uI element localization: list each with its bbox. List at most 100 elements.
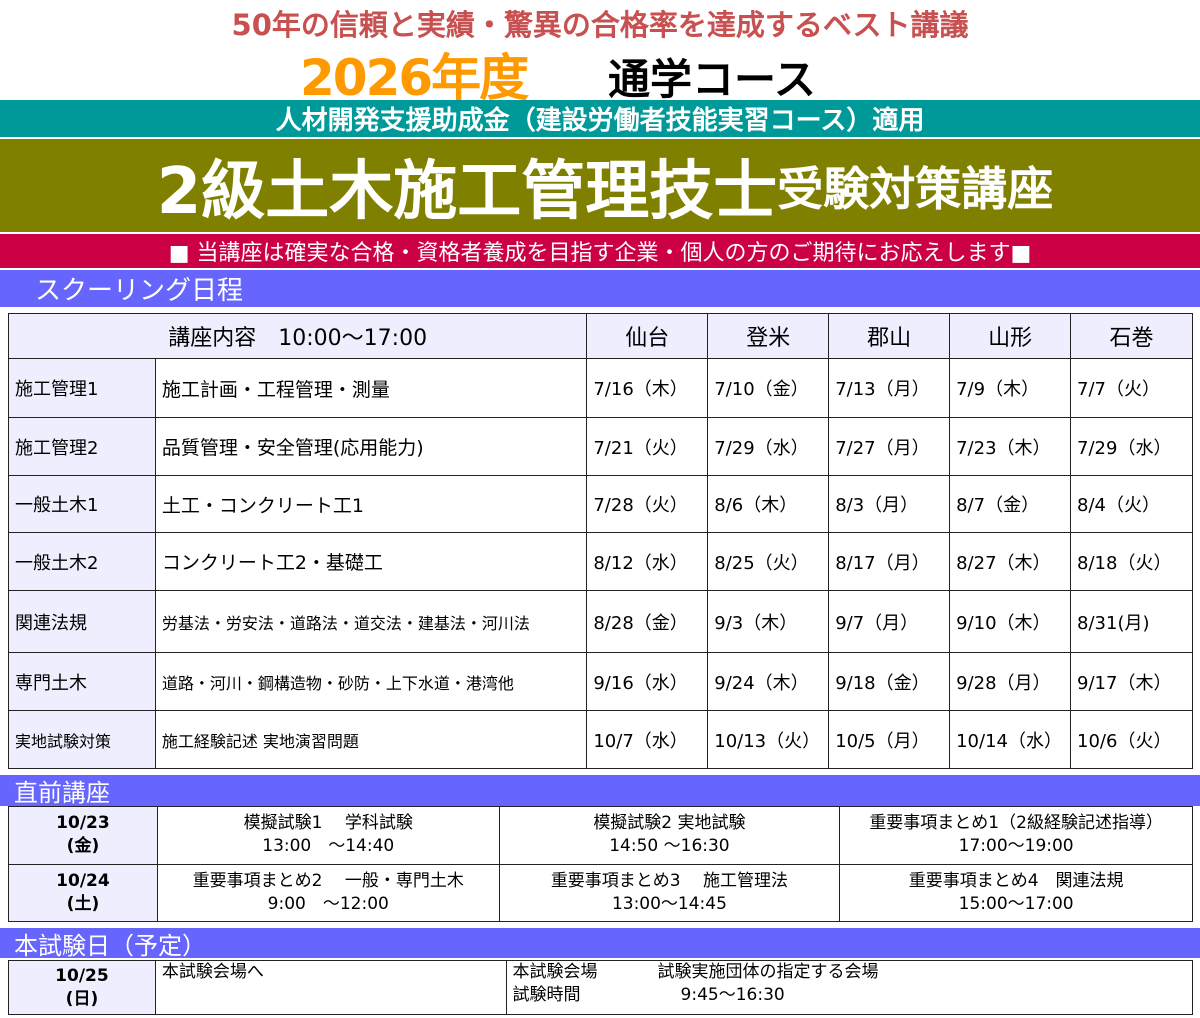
subject: 実地試験対策 <box>8 710 156 769</box>
section-schooling: スクーリング日程 <box>0 270 1200 307</box>
title-main: 2級土木施工管理技士 <box>156 154 778 229</box>
city-header: 仙台 <box>586 313 709 359</box>
content: 道路・河川・鋼構造物・砂防・上下水道・港湾他 <box>154 652 588 711</box>
year-label: 2026年度 <box>300 49 529 107</box>
title-sub: 受験対策講座 <box>777 161 1054 216</box>
session-title: 重要事項まとめ3 施工管理法 <box>550 870 789 891</box>
table-row: 関連法規 労基法・労安法・道路法・道交法・建基法・河川法 8/28（金） 9/3（木）… <box>8 590 1193 653</box>
exam-row: 10/25 (日) 本試験会場へ 本試験会場 試験実施団体の指定する会場 試験時間 9… <box>8 960 1194 1015</box>
date-cell: 8/3（月） <box>828 475 951 533</box>
exam-time: 9:45～16:30 <box>680 985 785 1005</box>
date-cell: 7/7（火） <box>1070 358 1193 418</box>
content: 労基法・労安法・道路法・道交法・建基法・河川法 <box>154 590 588 653</box>
exam-note: 本試験会場へ <box>154 960 507 1015</box>
date-cell: 7/16（木） <box>586 358 709 418</box>
date-cell: 8/4（火） <box>1070 475 1193 533</box>
table-header: 講座内容 10:00～17:00 仙台 登米 郡山 山形 石巻 <box>7 313 1193 359</box>
venue-label: 本試験会場 <box>512 962 598 982</box>
day: (日) <box>65 988 99 1009</box>
content: 施工計画・工程管理・測量 <box>154 358 588 418</box>
session-title: 重要事項まとめ2 一般・専門土木 <box>192 870 464 891</box>
title-banner: 2級土木施工管理技士 受験対策講座 <box>0 139 1200 232</box>
date-cell: 7/10（金） <box>707 358 830 418</box>
pre-date: 10/23 (金) <box>8 806 158 865</box>
table-row: 専門土木 道路・河川・鋼構造物・砂防・上下水道・港湾他 9/16（水） 9/24（木）… <box>8 652 1193 711</box>
date-cell: 8/18（火） <box>1070 532 1193 591</box>
table-row: 実地試験対策 施工経験記述 実地演習問題 10/7（水） 10/13（火） 10/5（月… <box>8 710 1193 769</box>
date-cell: 8/25（火） <box>707 532 830 591</box>
session-time: 17:00～19:00 <box>958 836 1074 857</box>
session-title: 模擬試験2 実地試験 <box>593 813 746 834</box>
exam-date: 10/25 (日) <box>8 960 156 1015</box>
venue: 試験実施団体の指定する会場 <box>657 962 879 982</box>
subject: 一般土木1 <box>8 475 156 533</box>
date-cell: 8/6（木） <box>707 475 830 533</box>
date-cell: 9/18（金） <box>828 652 951 711</box>
table-row: 一般土木2 コンクリート工2・基礎工 8/12（水） 8/25（火） 8/17（月） 8/… <box>8 532 1193 591</box>
date-cell: 7/29（水） <box>707 417 830 476</box>
date: 10/24 <box>56 870 110 891</box>
subsidy-banner: 人材開発支援助成金（建設労働者技能実習コース）適用 <box>0 100 1200 137</box>
city-header: 登米 <box>707 313 830 359</box>
header-label: 講座内容 10:00～17:00 <box>7 313 588 359</box>
date-cell: 7/21（火） <box>586 417 709 476</box>
time-label: 試験時間 <box>512 985 581 1005</box>
exam-details: 本試験会場 試験実施団体の指定する会場 試験時間 9:45～16:30 <box>505 960 1194 1015</box>
session: 模擬試験1 学科試験 13:00 ～14:40 <box>156 806 500 865</box>
date: 10/25 <box>55 965 109 986</box>
section-pre-lectures: 直前講座 <box>0 775 1200 807</box>
message-banner: ■ 当講座は確実な合格・資格者養成を目指す企業・個人の方のご期待にお応えします■ <box>0 234 1200 268</box>
city-header: 郡山 <box>828 313 951 359</box>
subject: 一般土木2 <box>8 532 156 591</box>
content: 土工・コンクリート工1 <box>154 475 588 533</box>
date-cell: 9/10（木） <box>949 590 1072 653</box>
table-row: 施工管理2 品質管理・安全管理(応用能力) 7/21（火） 7/29（水） 7/27（月… <box>8 417 1193 476</box>
pre-lecture-row: 10/24 (土) 重要事項まとめ2 一般・専門土木 9:00 ～12:00 重要事項ま… <box>8 863 1193 922</box>
session-time: 14:50 ～16:30 <box>609 836 730 857</box>
date-cell: 9/16（水） <box>586 652 709 711</box>
subject: 専門土木 <box>8 652 156 711</box>
subject: 関連法規 <box>8 590 156 653</box>
session: 重要事項まとめ4 関連法規 15:00～17:00 <box>839 863 1193 922</box>
tagline: 50年の信頼と実績・驚異の合格率を達成するベスト講議 <box>231 8 969 42</box>
date-cell: 7/23（木） <box>949 417 1072 476</box>
content: 施工経験記述 実地演習問題 <box>154 710 588 769</box>
pre-lecture-table: 10/23 (金) 模擬試験1 学科試験 13:00 ～14:40 模擬試験2 実地試験… <box>8 806 1193 922</box>
date-cell: 10/6（火） <box>1070 710 1193 769</box>
session: 重要事項まとめ1（2級経験記述指導） 17:00～19:00 <box>839 806 1193 865</box>
session-time: 13:00 ～14:40 <box>262 836 395 857</box>
date-cell: 10/7（水） <box>586 710 709 769</box>
day: (土) <box>66 893 100 914</box>
date-cell: 7/29（水） <box>1070 417 1193 476</box>
date-cell: 8/31(月) <box>1070 590 1193 653</box>
session-time: 15:00～17:00 <box>958 893 1074 914</box>
session-time: 13:00～14:45 <box>611 893 727 914</box>
session-title: 重要事項まとめ4 関連法規 <box>908 870 1124 891</box>
course-label: 通学コース <box>608 55 816 104</box>
date: 10/23 <box>56 813 110 834</box>
subject: 施工管理1 <box>8 358 156 418</box>
session: 重要事項まとめ3 施工管理法 13:00～14:45 <box>498 863 841 922</box>
content: コンクリート工2・基礎工 <box>154 532 588 591</box>
date-cell: 9/28（月） <box>949 652 1072 711</box>
date-cell: 9/3（木） <box>707 590 830 653</box>
exam-table: 10/25 (日) 本試験会場へ 本試験会場 試験実施団体の指定する会場 試験時間 9… <box>8 960 1194 1015</box>
date-cell: 8/17（月） <box>828 532 951 591</box>
date-cell: 7/28（火） <box>586 475 709 533</box>
date-cell: 10/5（月） <box>828 710 951 769</box>
session-title: 模擬試験1 学科試験 <box>243 813 413 834</box>
content: 品質管理・安全管理(応用能力) <box>154 417 588 476</box>
date-cell: 8/27（木） <box>949 532 1072 591</box>
table-row: 施工管理1 施工計画・工程管理・測量 7/16（木） 7/10（金） 7/13（月） 7/… <box>8 358 1193 418</box>
city-header: 石巻 <box>1070 313 1193 359</box>
date-cell: 8/7（金） <box>949 475 1072 533</box>
subject: 施工管理2 <box>8 417 156 476</box>
date-cell: 7/13（月） <box>828 358 951 418</box>
date-cell: 10/13（火） <box>707 710 830 769</box>
session: 重要事項まとめ2 一般・専門土木 9:00 ～12:00 <box>156 863 500 922</box>
date-cell: 7/9（木） <box>949 358 1072 418</box>
schooling-table: 講座内容 10:00～17:00 仙台 登米 郡山 山形 石巻 施工管理1 施工計… <box>7 313 1193 769</box>
day: (金) <box>66 836 100 857</box>
table-row: 一般土木1 土工・コンクリート工1 7/28（火） 8/6（木） 8/3（月） 8/7（金… <box>8 475 1193 533</box>
pre-lecture-row: 10/23 (金) 模擬試験1 学科試験 13:00 ～14:40 模擬試験2 実地試験… <box>8 806 1193 865</box>
